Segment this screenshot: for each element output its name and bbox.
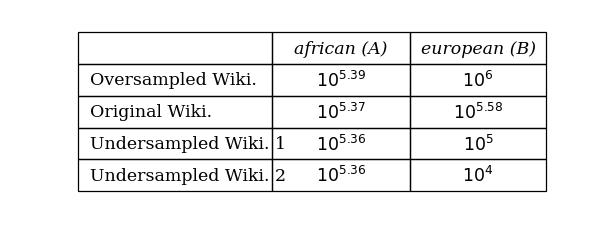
Text: $10^{5.39}$: $10^{5.39}$ bbox=[316, 70, 367, 91]
Bar bbox=[78, 128, 272, 160]
Bar bbox=[410, 65, 546, 96]
Text: $10^{5.36}$: $10^{5.36}$ bbox=[316, 166, 367, 185]
Text: Oversampled Wiki.: Oversampled Wiki. bbox=[89, 72, 257, 89]
Text: $10^{4}$: $10^{4}$ bbox=[463, 166, 493, 185]
Text: $10^{5.58}$: $10^{5.58}$ bbox=[453, 102, 503, 122]
Text: Original Wiki.: Original Wiki. bbox=[89, 104, 211, 121]
Bar bbox=[78, 33, 272, 65]
Bar bbox=[272, 128, 410, 160]
Bar bbox=[272, 160, 410, 191]
Bar bbox=[410, 96, 546, 128]
Text: $10^{6}$: $10^{6}$ bbox=[463, 70, 493, 91]
Bar bbox=[272, 96, 410, 128]
Text: $10^{5.37}$: $10^{5.37}$ bbox=[316, 102, 366, 122]
Text: Undersampled Wiki. 2: Undersampled Wiki. 2 bbox=[89, 167, 286, 184]
Text: european (B): european (B) bbox=[420, 40, 536, 57]
Text: $10^{5.36}$: $10^{5.36}$ bbox=[316, 134, 367, 154]
Bar bbox=[78, 96, 272, 128]
Bar bbox=[78, 65, 272, 96]
Bar bbox=[410, 160, 546, 191]
Bar bbox=[410, 33, 546, 65]
Bar bbox=[272, 65, 410, 96]
Bar bbox=[78, 160, 272, 191]
Text: african (A): african (A) bbox=[295, 40, 388, 57]
Text: $10^{5}$: $10^{5}$ bbox=[463, 134, 493, 154]
Text: Undersampled Wiki. 1: Undersampled Wiki. 1 bbox=[89, 135, 286, 152]
Bar bbox=[272, 33, 410, 65]
Bar bbox=[410, 128, 546, 160]
